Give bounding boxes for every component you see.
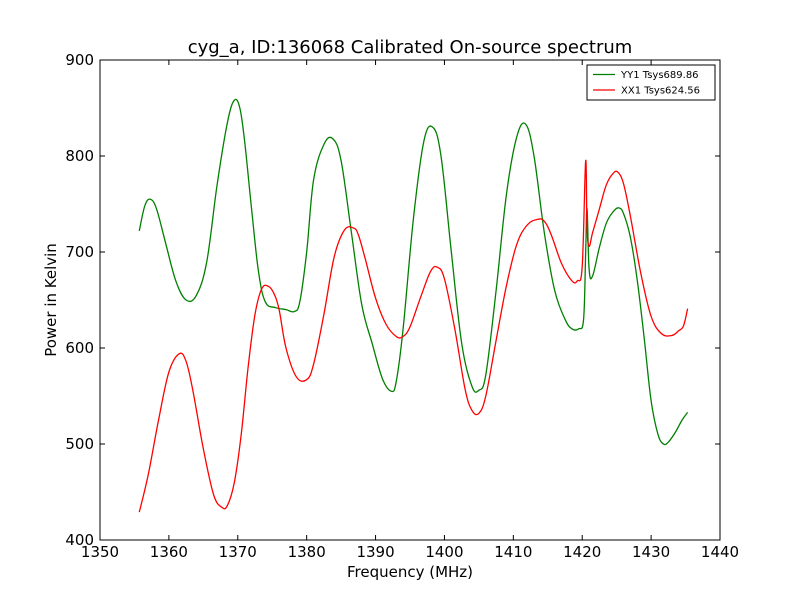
series-layer xyxy=(138,98,689,513)
x-tick-label: 1380 xyxy=(288,543,326,561)
x-tick-label: 1420 xyxy=(563,543,601,561)
y-tick-label: 900 xyxy=(65,51,94,69)
plot-frame xyxy=(99,59,721,541)
x-tick-label: 1360 xyxy=(150,543,188,561)
y-tick-label: 500 xyxy=(65,435,94,453)
y-tick-label: 800 xyxy=(65,147,94,165)
x-tick-label: 1410 xyxy=(494,543,532,561)
x-tick-label: 1370 xyxy=(219,543,257,561)
y-axis-title: Power in Kelvin xyxy=(42,243,60,357)
y-tick-label: 600 xyxy=(65,339,94,357)
y-tick-label: 700 xyxy=(65,243,94,261)
legend-box xyxy=(586,64,716,101)
series-line-yy1 xyxy=(138,98,689,446)
legend-label-yy1: YY1 Tsys689.86 xyxy=(620,70,699,81)
x-tick-label: 1350 xyxy=(81,543,119,561)
legend: YY1 Tsys689.86 XX1 Tsys624.56 xyxy=(586,64,716,101)
y-tick-label: 400 xyxy=(65,531,94,549)
series-line-xx1 xyxy=(138,159,689,513)
x-axis-title: Frequency (MHz) xyxy=(347,563,473,581)
legend-label-xx1: XX1 Tsys624.56 xyxy=(621,86,700,97)
x-tick-label: 1440 xyxy=(701,543,739,561)
chart-title: cyg_a, ID:136068 Calibrated On-source sp… xyxy=(188,37,633,58)
x-tick-label: 1430 xyxy=(632,543,670,561)
x-tick-label: 1400 xyxy=(425,543,463,561)
x-tick-label: 1390 xyxy=(356,543,394,561)
ticks-layer: 1350 1360 1370 1380 1390 1400 1410 1420 1430 1440… xyxy=(65,51,739,561)
